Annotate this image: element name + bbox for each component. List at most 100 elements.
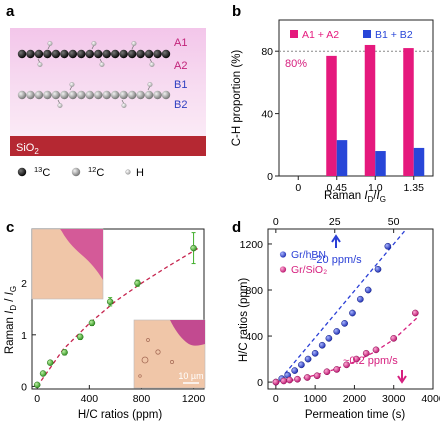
layer-label-b2: B2 bbox=[174, 99, 187, 111]
d-data-point bbox=[294, 375, 301, 383]
sio2-substrate bbox=[10, 136, 206, 156]
scale-bar-label: 10 µm bbox=[178, 371, 203, 381]
c12-atom bbox=[34, 90, 44, 100]
c-x-tick-label: 0 bbox=[34, 393, 40, 405]
b-bar-b-0.45 bbox=[336, 140, 348, 176]
b-x-tick-label: 1.0 bbox=[368, 182, 383, 194]
h-atom bbox=[47, 41, 53, 47]
c12-atom bbox=[51, 90, 61, 100]
d-data-point bbox=[318, 341, 326, 349]
h-atom bbox=[91, 41, 97, 47]
b-x-tick-label: 0.45 bbox=[327, 182, 348, 194]
c-data-point bbox=[106, 298, 114, 306]
d-data-point bbox=[323, 368, 331, 376]
h-atom bbox=[121, 102, 127, 108]
d-y-tick-label: 0 bbox=[257, 377, 263, 389]
c-data-point bbox=[76, 333, 84, 341]
c12-atom bbox=[110, 90, 120, 100]
legend-h: H bbox=[136, 167, 144, 179]
b-bar-a-1.35 bbox=[403, 48, 414, 176]
c-y-tick-label: 1 bbox=[21, 330, 27, 342]
d-data-point bbox=[362, 349, 370, 357]
c13-atom bbox=[110, 49, 120, 59]
d-data-point bbox=[341, 320, 348, 327]
b-x-tick-label: 0 bbox=[295, 182, 301, 194]
d-legend-marker bbox=[279, 266, 287, 273]
d-data-point bbox=[298, 361, 305, 369]
c13-atom bbox=[94, 49, 103, 59]
b-y-tick-label: 80 bbox=[261, 46, 273, 58]
graphene-layer-13c bbox=[17, 41, 171, 108]
c13-atom bbox=[77, 49, 86, 59]
panel-label-d: d bbox=[232, 219, 241, 236]
panel-a: a SiO2 A1 A2 B1 B2 13C 12C H bbox=[6, 3, 206, 179]
c13-atom bbox=[60, 49, 69, 59]
d-data-point bbox=[333, 328, 341, 335]
d-plot-frame bbox=[267, 228, 434, 390]
c-data-point bbox=[134, 279, 141, 287]
d-y-tick-label: 1200 bbox=[240, 239, 264, 251]
c13-atom bbox=[127, 49, 137, 59]
d-top-x-tick-label: 25 bbox=[329, 216, 341, 228]
c-y-tick-label: 0 bbox=[21, 381, 27, 393]
h-atom bbox=[149, 62, 155, 68]
d-fit-line bbox=[275, 229, 407, 385]
c-y-tick-label: 2 bbox=[21, 278, 27, 290]
c-data-point bbox=[190, 244, 197, 252]
d-x-axis-label: Permeation time (s) bbox=[305, 409, 406, 421]
c12-atom bbox=[127, 90, 137, 100]
d-data-point bbox=[311, 349, 319, 357]
panel-d-scatter-chart: d 01000200030004000025507504008001200Gr/… bbox=[232, 216, 440, 421]
substrate-label: SiO2 bbox=[16, 142, 39, 156]
c13-atom bbox=[119, 49, 128, 59]
c12-atom bbox=[161, 90, 171, 100]
h-atom bbox=[131, 41, 137, 47]
b-bar-b-1.0 bbox=[375, 151, 386, 176]
d-data-point bbox=[349, 309, 356, 317]
c12-atom bbox=[144, 90, 154, 100]
d-y-tick-label: 400 bbox=[245, 331, 263, 343]
d-data-point bbox=[364, 286, 372, 294]
b-x-tick-label: 1.35 bbox=[404, 182, 425, 194]
c12-atom bbox=[68, 90, 78, 100]
d-top-x-tick-label: 0 bbox=[273, 216, 279, 228]
d-data-point bbox=[384, 242, 392, 250]
d-arrow-down-icon bbox=[397, 370, 407, 384]
d-data-point bbox=[372, 346, 380, 354]
d-legend-label: Gr/hBN bbox=[291, 249, 326, 261]
b-bar-a-1.0 bbox=[364, 44, 376, 177]
layer-label-b1: B1 bbox=[174, 79, 187, 91]
c13-atom bbox=[17, 49, 27, 59]
panel-c-scatter-chart: c 0 400 800 1200 0 1 2 10 µm Raman ID / IG H/C… bbox=[4, 219, 205, 421]
c12-atom bbox=[26, 90, 35, 100]
d-data-point bbox=[333, 366, 341, 373]
b-x-axis-label: Raman ID/IG bbox=[324, 190, 386, 204]
panel-label-c: c bbox=[6, 219, 14, 236]
d-data-point bbox=[411, 309, 419, 317]
layer-label-a2: A2 bbox=[174, 60, 187, 72]
c-plot-frame bbox=[31, 228, 205, 390]
d-rate-label-hbn: ~20 ppm/s bbox=[310, 254, 362, 266]
c13-atom bbox=[85, 49, 94, 59]
c13-atom bbox=[34, 49, 44, 59]
d-data-point bbox=[343, 361, 350, 369]
h-atom bbox=[37, 62, 43, 68]
c-data-point bbox=[39, 370, 47, 377]
b-bar-a-0.45 bbox=[326, 55, 337, 176]
13c-atom-icon bbox=[17, 167, 27, 177]
c-inset-image-top bbox=[31, 228, 104, 300]
b-legend-label: A1 + A2 bbox=[302, 29, 339, 41]
layer-label-a1: A1 bbox=[174, 37, 187, 49]
c12-atom bbox=[17, 90, 27, 100]
legend-13c: 13C bbox=[34, 165, 50, 179]
c13-atom bbox=[153, 49, 162, 59]
c13-atom bbox=[144, 49, 154, 59]
12c-atom-icon bbox=[71, 167, 81, 177]
schematic-background bbox=[10, 28, 206, 136]
c12-atom bbox=[43, 90, 52, 100]
d-data-point bbox=[325, 335, 333, 342]
b-y-tick-label: 40 bbox=[261, 109, 273, 121]
d-data-point bbox=[303, 374, 311, 381]
